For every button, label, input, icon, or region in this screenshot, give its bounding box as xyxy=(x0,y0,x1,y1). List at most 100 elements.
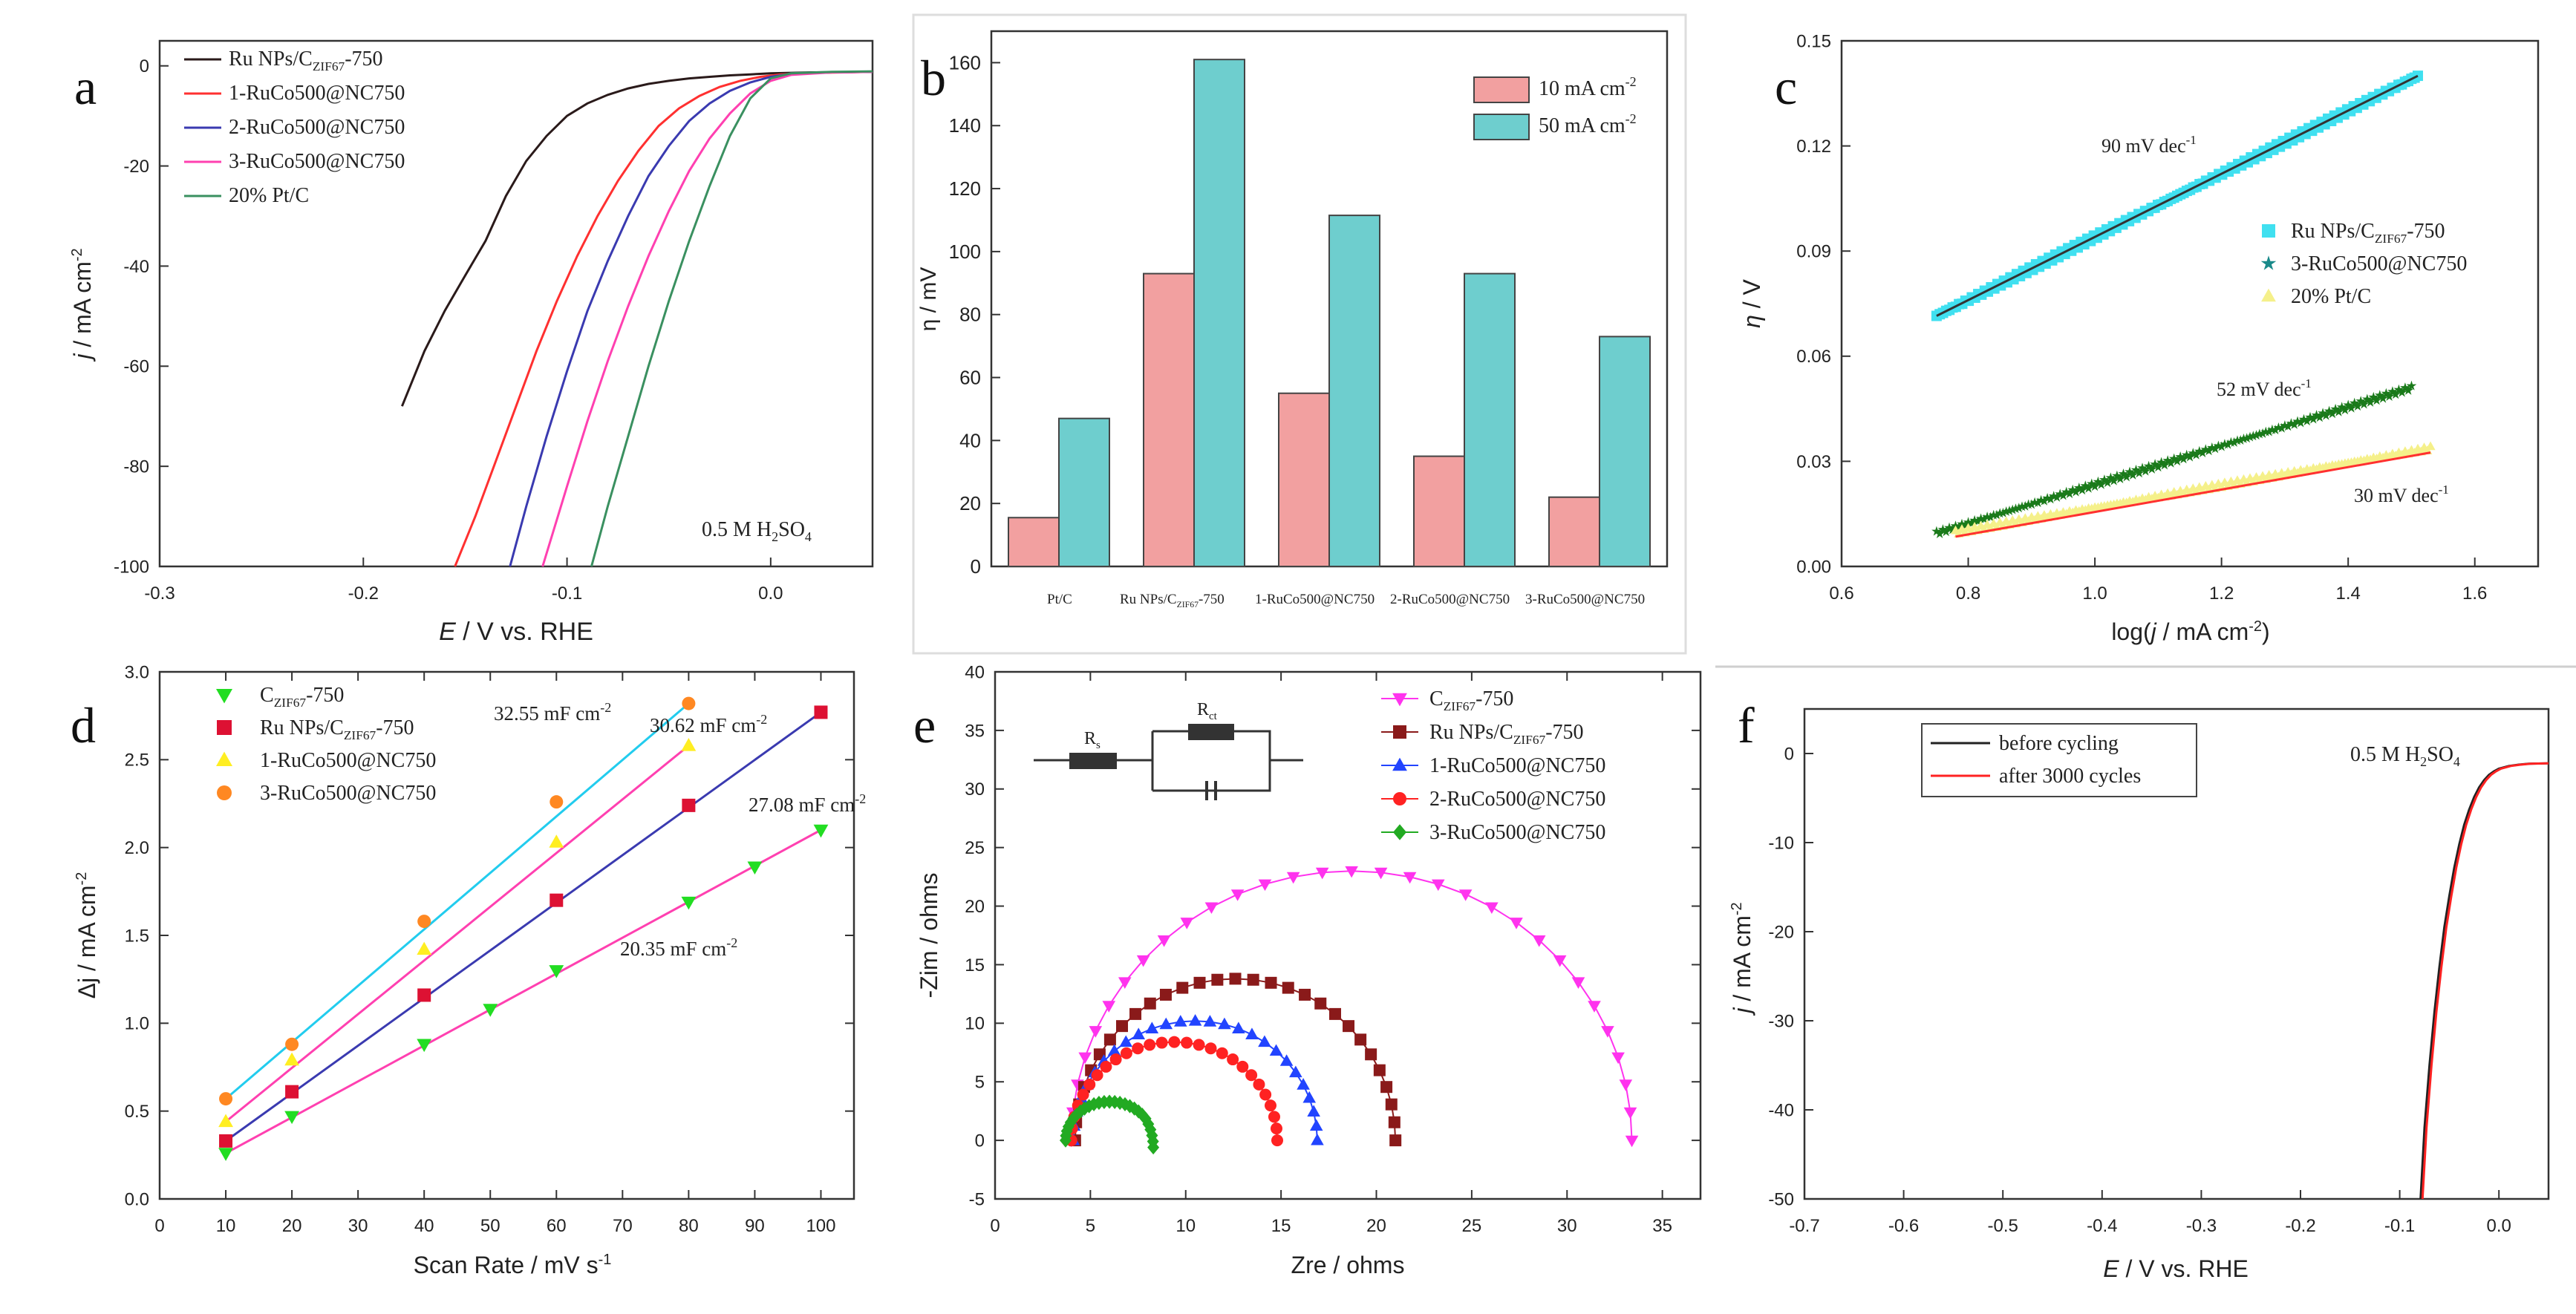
bar-0 xyxy=(1548,496,1600,567)
data-point xyxy=(417,941,432,955)
data-point xyxy=(1120,1047,1132,1059)
bar-1 xyxy=(1193,59,1245,567)
legend-label-main: Ru NPs/C xyxy=(2291,220,2375,243)
data-point xyxy=(1203,1015,1217,1027)
data-point xyxy=(1227,1053,1239,1066)
legend-label: CZIF67-750 xyxy=(1429,687,1513,713)
anno-sub2: 4 xyxy=(805,529,812,544)
data-point xyxy=(2172,456,2182,466)
data-point xyxy=(2102,477,2113,488)
xl-main: Scan Rate / mV s xyxy=(414,1252,599,1278)
legend-label-sub: ZIF67 xyxy=(1444,699,1476,713)
x-tick-label: 5 xyxy=(1086,1216,1095,1236)
curve-4 xyxy=(590,70,873,567)
data-point xyxy=(1132,1104,1145,1119)
x-tick-label: 0.6 xyxy=(1829,584,1853,604)
yl-main: Δj / mA cm xyxy=(74,885,100,998)
legend-marker xyxy=(216,751,232,766)
x-tick-label: -0.1 xyxy=(552,584,582,604)
data-point xyxy=(2200,444,2211,454)
y-tick-label: 25 xyxy=(965,838,985,858)
panel-c: 0.6 0.8 1.0 1.2 1.4 1.6 0.00 0.03 0.06 0.09 0.12 0.… xyxy=(1738,31,2540,645)
data-point xyxy=(1309,1119,1323,1131)
x-tick-label: 1.4 xyxy=(2335,584,2360,604)
legend-label-sub: ZIF67 xyxy=(313,59,345,73)
legend-label-main: Ru NPs/C xyxy=(260,716,344,739)
legend-label-tail: -750 xyxy=(2407,220,2445,243)
data-point xyxy=(2147,463,2157,474)
x-tick-label: -0.7 xyxy=(1789,1216,1819,1236)
data-point xyxy=(550,893,564,907)
data-point xyxy=(1083,1078,1096,1091)
x-tick-label: -0.1 xyxy=(2384,1216,2415,1236)
electrolyte-annotation: 0.5 M H2SO4 xyxy=(2350,743,2460,769)
legend-label: Ru NPs/CZIF67-750 xyxy=(229,48,383,73)
y-tick-label: 30 xyxy=(965,779,985,800)
x-tick-label: 25 xyxy=(1462,1216,1482,1236)
bar-0 xyxy=(1278,392,1330,567)
y-tick-label: 160 xyxy=(949,51,981,73)
yl-sup: -2 xyxy=(69,248,85,261)
category-label: 3-RuCo500@NC750 xyxy=(1525,592,1645,607)
data-point xyxy=(2162,455,2173,465)
bar-0 xyxy=(1008,517,1060,568)
data-point xyxy=(1299,988,1311,1001)
y-tick-label: 10 xyxy=(965,1014,985,1034)
y-tick-label: 20 xyxy=(959,492,981,514)
data-point xyxy=(1345,866,1358,878)
data-point xyxy=(1258,879,1272,892)
bar-1 xyxy=(1058,417,1110,568)
data-point xyxy=(1078,1052,1092,1065)
fit-line xyxy=(1936,74,2419,317)
xl-rest: / V vs. RHE xyxy=(456,618,593,646)
xl-it: E xyxy=(439,618,456,646)
data-point xyxy=(285,1037,299,1051)
data-point xyxy=(2150,459,2160,469)
x-tick-label: 20 xyxy=(1366,1216,1386,1236)
data-point xyxy=(1365,1048,1377,1061)
data-point xyxy=(1159,1017,1173,1030)
y-tick-label: 40 xyxy=(965,662,985,682)
data-point xyxy=(2412,71,2423,82)
data-point xyxy=(1145,1022,1159,1034)
data-point xyxy=(1247,973,1259,986)
legend-label-main: 2-RuCo500@NC750 xyxy=(229,116,405,139)
data-point xyxy=(2375,390,2385,400)
legend-label: 20% Pt/C xyxy=(2291,285,2371,308)
panel-f: -0.7 -0.6 -0.5 -0.4 -0.3 -0.2 -0.1 0.0 0 -10 -20 -3… xyxy=(1715,665,2576,1282)
y-tick-label: 2.5 xyxy=(125,751,149,771)
slope-sup: -2 xyxy=(756,712,767,727)
x-tick-label: 40 xyxy=(414,1216,434,1236)
data-point xyxy=(1232,1022,1245,1034)
data-point xyxy=(2390,389,2401,399)
data-point xyxy=(2318,408,2328,418)
yl-sup: -2 xyxy=(1729,902,1745,915)
data-point xyxy=(747,861,763,875)
data-point xyxy=(2286,418,2297,428)
yl-sup: -2 xyxy=(74,872,90,886)
x-tick-label: 0.0 xyxy=(758,584,783,604)
legend-label-main: 1-RuCo500@NC750 xyxy=(260,749,436,772)
legend-label: 3-RuCo500@NC750 xyxy=(229,150,405,173)
legend-label: 1-RuCo500@NC750 xyxy=(1429,754,1605,777)
legend-label: 3-RuCo500@NC750 xyxy=(2291,252,2467,275)
data-point xyxy=(1136,955,1150,967)
data-point xyxy=(2292,416,2303,426)
data-point xyxy=(1100,1060,1112,1073)
x-axis-label: E / V vs. RHE xyxy=(439,618,593,646)
data-point xyxy=(2165,457,2176,468)
legend-marker xyxy=(2261,288,2276,302)
data-point xyxy=(2115,474,2125,483)
data-point xyxy=(1937,524,1949,535)
data-point xyxy=(1253,1078,1265,1091)
data-point xyxy=(1155,1036,1168,1049)
data-point xyxy=(1403,872,1417,884)
y-tick-label: 2.0 xyxy=(125,838,149,858)
data-point xyxy=(682,696,696,710)
category-label-main: 3-RuCo500@NC750 xyxy=(1525,592,1645,607)
bar-1 xyxy=(1464,272,1516,567)
x-tick-label: 15 xyxy=(1271,1216,1291,1236)
data-point xyxy=(1102,1001,1116,1013)
data-point xyxy=(2130,464,2142,474)
legend-marker xyxy=(1393,792,1406,805)
